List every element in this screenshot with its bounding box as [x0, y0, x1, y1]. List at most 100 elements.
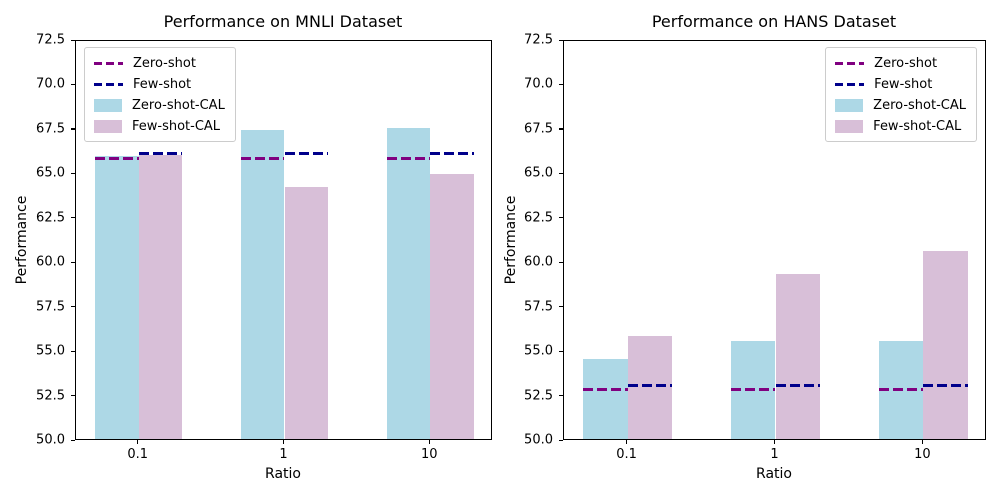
zero-shot-line-segment [386, 156, 431, 160]
zero-shot-line-segment [94, 156, 139, 160]
few-shot-legend-line [835, 82, 865, 86]
y-tick-mark [71, 350, 75, 352]
y-tick-label: 62.5 [524, 210, 553, 226]
legend-item: Few-shot [835, 76, 966, 92]
legend: Zero-shot Few-shot Zero-shot-CAL Few-shot-C… [825, 47, 977, 142]
legend-label: Zero-shot-CAL [132, 97, 225, 113]
y-tick-mark [559, 261, 563, 263]
zero-shot-legend-line [94, 61, 123, 65]
y-tick-mark [559, 128, 563, 130]
y-tick-mark [71, 217, 75, 219]
zero-shot-line-segment [583, 387, 628, 391]
bar-few-shot-cal [923, 250, 968, 439]
legend-item: Zero-shot [94, 55, 225, 71]
few-shot-line-segment [284, 151, 329, 155]
y-tick-label: 50.0 [36, 432, 65, 448]
y-tick-label: 55.0 [36, 343, 65, 359]
x-tick-mark [921, 440, 923, 444]
x-axis-label-mnli: Ratio [265, 466, 301, 482]
zero-shot-line-segment [731, 387, 776, 391]
bar-zero-shot-cal [583, 359, 628, 439]
y-tick-label: 55.0 [524, 343, 553, 359]
y-tick-label: 65.0 [524, 165, 553, 181]
y-tick-label: 65.0 [36, 165, 65, 181]
few-shot-cal-legend-swatch [835, 119, 864, 133]
y-tick-label: 72.5 [524, 32, 553, 48]
y-tick-mark [559, 395, 563, 397]
y-tick-label: 72.5 [36, 32, 65, 48]
y-tick-label: 57.5 [524, 299, 553, 315]
y-tick-mark [71, 261, 75, 263]
legend-label: Few-shot [874, 76, 933, 92]
legend-label: Zero-shot [874, 55, 938, 71]
few-shot-line-segment [923, 384, 968, 388]
y-tick-mark [71, 395, 75, 397]
few-shot-line-segment [138, 151, 183, 155]
y-tick-mark [559, 172, 563, 175]
legend-label: Few-shot-CAL [132, 118, 221, 134]
y-tick-mark [71, 172, 75, 175]
bar-few-shot-cal [430, 174, 475, 439]
chart-title-mnli: Performance on MNLI Dataset [163, 12, 403, 31]
y-tick-label: 60.0 [36, 254, 65, 270]
x-tick-mark [428, 440, 430, 444]
y-tick-mark [559, 350, 563, 352]
y-tick-label: 57.5 [36, 299, 65, 315]
legend-label: Zero-shot [133, 55, 196, 71]
plot-area-hans: Zero-shot Few-shot Zero-shot-CAL Few-shot-C… [563, 40, 986, 440]
x-tick-mark [282, 440, 285, 444]
legend-item: Zero-shot [835, 55, 966, 71]
few-shot-line-segment [627, 384, 672, 388]
few-shot-cal-legend-swatch [94, 119, 122, 133]
legend-item: Zero-shot-CAL [835, 97, 966, 113]
few-shot-line-segment [775, 384, 820, 388]
y-tick-label: 52.5 [36, 388, 65, 404]
legend-label: Few-shot-CAL [873, 118, 962, 134]
x-tick-label: 1 [279, 447, 288, 462]
y-axis-label-hans: Performance [503, 195, 519, 285]
y-tick-mark [71, 83, 75, 86]
legend-item: Zero-shot-CAL [94, 97, 225, 113]
few-shot-legend-line [94, 82, 123, 86]
y-tick-label: 50.0 [524, 432, 553, 448]
y-tick-label: 60.0 [524, 254, 553, 270]
x-tick-label: 0.1 [127, 447, 149, 462]
x-tick-label: 0.1 [616, 447, 637, 462]
y-tick-label: 62.5 [36, 210, 65, 226]
few-shot-line-segment [430, 151, 475, 155]
y-tick-mark [71, 306, 75, 308]
legend: Zero-shot Few-shot Zero-shot-CAL Few-shot-C… [84, 47, 236, 142]
y-tick-mark [71, 128, 75, 130]
zero-shot-line-segment [879, 387, 924, 391]
zero-shot-cal-legend-swatch [835, 98, 864, 112]
y-tick-mark [71, 39, 75, 41]
y-tick-mark [559, 217, 563, 219]
bar-few-shot-cal [627, 335, 672, 439]
x-axis-label-hans: Ratio [756, 466, 792, 482]
y-tick-mark [559, 83, 563, 86]
bar-zero-shot-cal [94, 156, 139, 439]
y-tick-label: 70.0 [36, 76, 65, 92]
bar-few-shot-cal [138, 154, 183, 439]
y-tick-mark [559, 439, 563, 441]
legend-item: Few-shot [94, 76, 225, 92]
y-tick-label: 52.5 [524, 388, 553, 404]
x-tick-mark [137, 440, 139, 444]
bar-few-shot-cal [775, 273, 820, 439]
y-tick-mark [559, 39, 563, 41]
x-tick-label: 1 [770, 447, 779, 462]
bar-zero-shot-cal [240, 129, 285, 439]
bar-zero-shot-cal [386, 127, 431, 439]
legend-item: Few-shot-CAL [94, 118, 225, 134]
legend-item: Few-shot-CAL [835, 118, 966, 134]
y-tick-label: 67.5 [36, 121, 65, 137]
zero-shot-line-segment [240, 156, 285, 160]
y-tick-label: 70.0 [524, 76, 553, 92]
bar-few-shot-cal [284, 186, 329, 439]
legend-label: Few-shot [133, 76, 192, 92]
chart-title-hans: Performance on HANS Dataset [651, 12, 897, 31]
x-tick-label: 10 [914, 447, 931, 462]
y-tick-mark [71, 439, 75, 441]
y-tick-label: 67.5 [524, 121, 553, 137]
